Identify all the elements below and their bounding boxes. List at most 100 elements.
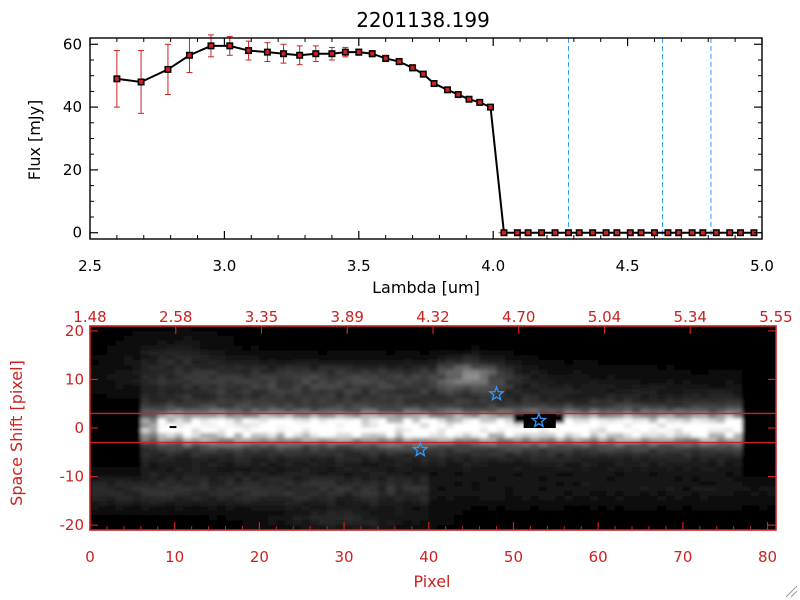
image-pixel <box>200 413 210 419</box>
image-pixel <box>428 471 438 478</box>
image-pixel <box>759 326 769 332</box>
image-pixel <box>140 500 150 507</box>
image-pixel <box>106 457 117 463</box>
image-pixel <box>750 510 760 517</box>
image-pixel <box>140 432 150 439</box>
image-pixel <box>657 350 667 356</box>
image-pixel <box>445 437 455 444</box>
image-pixel <box>572 432 582 439</box>
image-pixel <box>284 486 294 492</box>
image-pixel <box>513 403 523 410</box>
image-pixel <box>504 432 515 439</box>
image-pixel <box>496 423 506 429</box>
image-pixel <box>699 515 709 521</box>
image-pixel <box>191 413 201 419</box>
image-pixel <box>572 476 582 483</box>
image-pixel <box>301 379 311 385</box>
top-x-axis: 2.5 3.0 3.5 4.0 4.5 5.0 <box>78 38 774 275</box>
image-pixel <box>233 384 244 390</box>
image-pixel <box>369 471 379 478</box>
image-pixel <box>259 500 269 507</box>
image-pixel <box>682 413 692 419</box>
image-pixel <box>521 374 531 381</box>
image-pixel <box>369 345 379 351</box>
image-pixel <box>106 340 117 347</box>
y-tick-label: 40 <box>63 98 82 116</box>
image-pixel <box>217 500 227 507</box>
image-pixel <box>640 326 650 332</box>
image-pixel <box>149 369 159 376</box>
image-pixel <box>615 350 625 356</box>
image-pixel <box>267 457 277 463</box>
image-pixel <box>318 340 328 347</box>
image-pixel <box>132 500 142 507</box>
image-pixel <box>369 423 379 429</box>
image-pixel <box>242 350 252 356</box>
image-pixel <box>335 500 345 507</box>
image-pixel <box>284 374 294 381</box>
resize-grip-icon[interactable] <box>785 585 798 598</box>
image-pixel <box>242 466 252 473</box>
image-pixel <box>157 432 167 439</box>
image-pixel <box>123 437 133 444</box>
image-pixel <box>496 481 506 487</box>
image-pixel <box>327 525 337 530</box>
image-pixel <box>606 330 616 337</box>
y-tick-label: 10 <box>65 370 84 388</box>
image-pixel <box>149 457 159 463</box>
image-pixel <box>259 510 269 517</box>
image-pixel <box>716 520 726 526</box>
image-pixel <box>106 379 117 385</box>
image-pixel <box>242 408 252 415</box>
image-pixel <box>759 403 769 410</box>
image-pixel <box>123 515 133 521</box>
image-pixel <box>310 423 320 429</box>
y-tick-label: 20 <box>65 322 84 340</box>
image-pixel <box>225 500 235 507</box>
image-pixel <box>623 408 633 415</box>
image-pixel <box>640 481 650 487</box>
image-pixel <box>225 496 235 502</box>
image-pixel <box>445 428 455 434</box>
image-pixel <box>174 350 184 356</box>
image-pixel <box>572 384 582 390</box>
image-pixel <box>377 374 388 381</box>
image-pixel <box>725 335 735 342</box>
image-pixel <box>581 428 591 434</box>
image-pixel <box>725 330 735 337</box>
image-pixel <box>183 452 193 458</box>
image-pixel <box>123 418 133 424</box>
image-pixel <box>691 374 701 381</box>
image-pixel <box>352 418 362 424</box>
image-pixel <box>445 481 455 487</box>
image-pixel <box>276 330 286 337</box>
image-pixel <box>377 432 388 439</box>
image-pixel <box>767 335 776 342</box>
bottom-top-axis: 1.48 2.58 3.35 3.89 4.32 4.70 5.04 5.34 5.55 <box>73 308 793 334</box>
image-pixel <box>521 369 531 376</box>
image-pixel <box>174 476 184 483</box>
image-pixel <box>742 432 752 439</box>
image-pixel <box>361 447 371 453</box>
image-pixel <box>420 466 430 473</box>
image-pixel <box>564 369 574 376</box>
image-pixel <box>530 476 540 483</box>
image-pixel <box>115 505 125 512</box>
image-pixel <box>462 423 472 429</box>
image-pixel <box>90 505 100 512</box>
image-pixel <box>437 423 447 429</box>
image-pixel <box>420 350 430 356</box>
image-pixel <box>157 452 167 458</box>
image-pixel <box>615 471 625 478</box>
image-pixel <box>759 505 769 512</box>
image-pixel <box>123 486 133 492</box>
image-pixel <box>276 515 286 521</box>
image-pixel <box>437 515 447 521</box>
image-pixel <box>420 471 430 478</box>
image-pixel <box>301 520 311 526</box>
data-point-core <box>714 230 719 235</box>
image-pixel <box>225 364 235 371</box>
image-pixel <box>572 330 582 337</box>
image-pixel <box>759 486 769 492</box>
image-pixel <box>386 432 396 439</box>
